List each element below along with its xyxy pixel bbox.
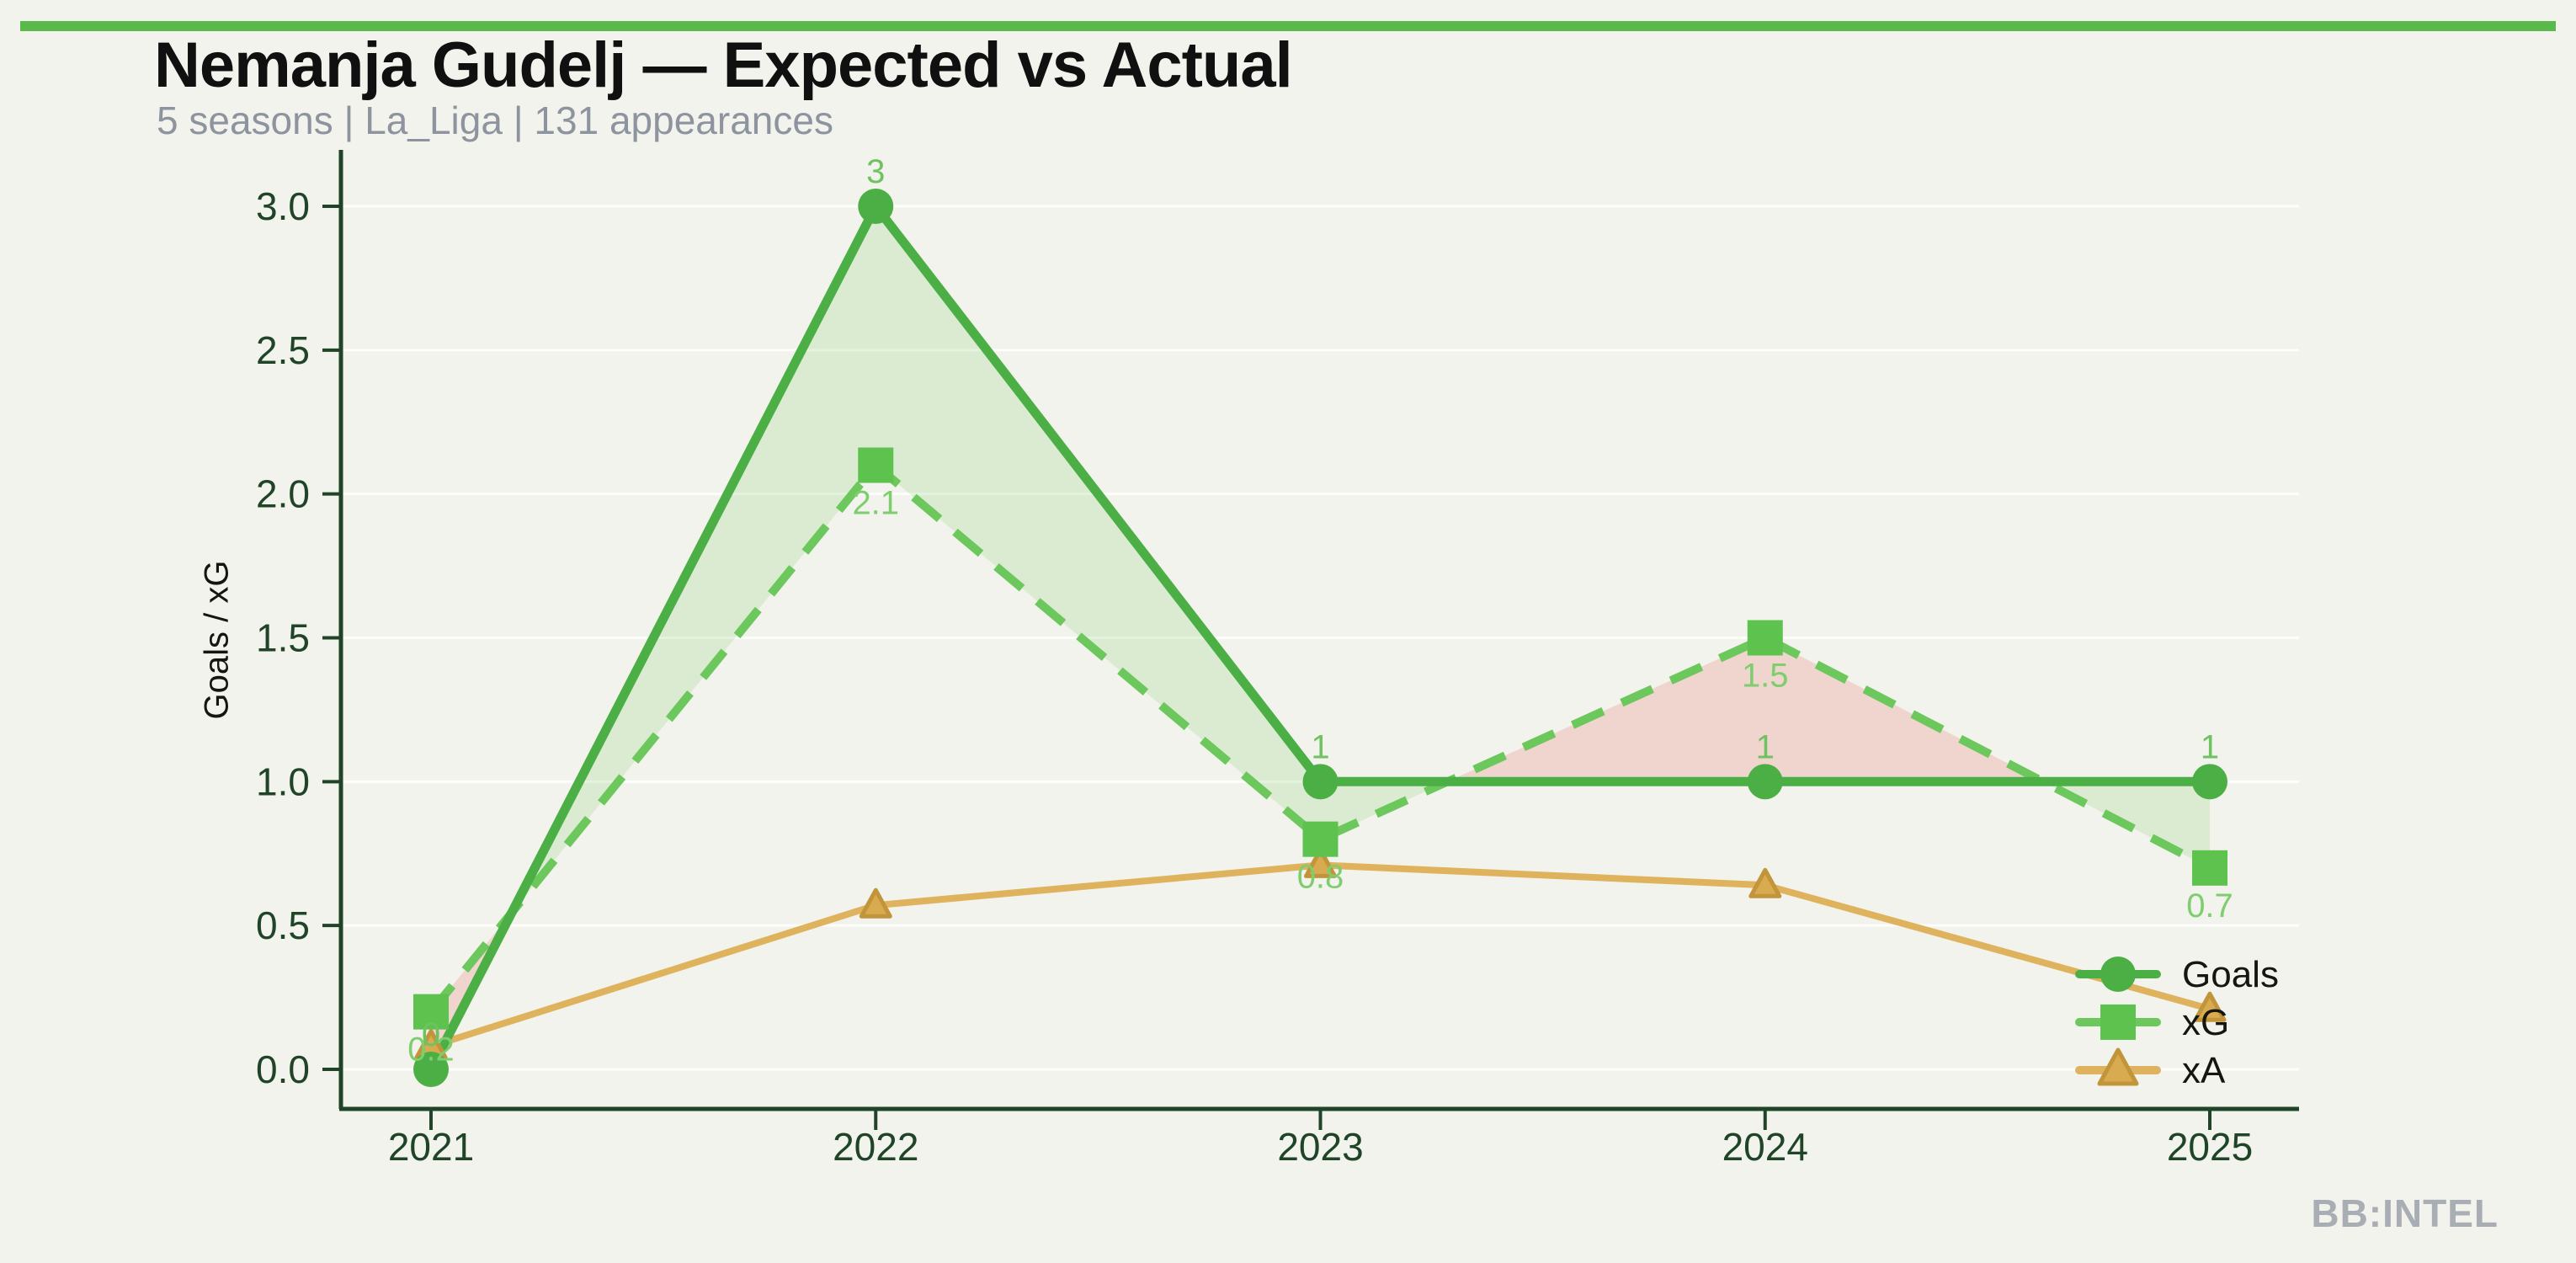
xg-marker	[1302, 821, 1339, 857]
chart-subtitle: 5 seasons | La_Liga | 131 appearances	[157, 99, 833, 142]
xg-value-label: 2.1	[852, 484, 899, 521]
goals-marker	[1747, 764, 1783, 800]
accent-bar	[20, 21, 2556, 31]
legend-xa-triangle-icon	[2097, 1047, 2139, 1086]
xg-marker	[2192, 850, 2227, 886]
xa-marker	[1304, 847, 1337, 878]
goals-marker	[2192, 764, 2227, 800]
goals-value-label: 1	[2201, 728, 2219, 765]
xa-marker	[859, 887, 892, 919]
xg-marker	[413, 994, 449, 1030]
goals-value-label: 3	[866, 153, 885, 190]
y-tick-label: 0.5	[256, 903, 310, 947]
y-tick-label: 0.0	[256, 1047, 310, 1091]
legend-label: xA	[2182, 1050, 2226, 1091]
goals-marker	[1302, 764, 1339, 800]
overperformance-fill	[876, 206, 1321, 839]
y-tick-label: 1.5	[256, 616, 310, 659]
y-tick-label: 1.0	[256, 759, 310, 803]
x-tick-label: 2021	[388, 1125, 474, 1169]
xg-value-label: 0.7	[2186, 887, 2233, 925]
goals-value-label: 0	[422, 1016, 440, 1053]
underperformance-fill	[1764, 637, 2043, 782]
goals-value-label: 1	[1756, 728, 1775, 765]
y-tick-label: 3.0	[256, 184, 310, 228]
xg-value-label: 0.8	[1297, 859, 1344, 896]
watermark: BB:INTEL	[2311, 1191, 2499, 1235]
x-tick-label: 2023	[1277, 1125, 1363, 1169]
y-tick-label: 2.5	[256, 328, 310, 372]
legend-goals-circle-icon	[2100, 957, 2136, 992]
xa-marker	[2193, 991, 2227, 1022]
xg-marker	[1747, 620, 1783, 656]
chart-title: Nemanja Gudelj — Expected vs Actual	[154, 29, 1293, 101]
goals-value-label: 1	[1311, 728, 1329, 765]
legend-xg-square-icon	[2100, 1005, 2136, 1040]
xg-marker	[858, 447, 894, 483]
xg-value-label: 0.2	[407, 1031, 455, 1068]
legend-label: xG	[2182, 1002, 2229, 1043]
x-tick-label: 2024	[1722, 1125, 1808, 1169]
xa-marker	[1748, 867, 1782, 898]
x-tick-label: 2022	[833, 1125, 918, 1169]
goals-marker	[413, 1052, 449, 1087]
x-tick-label: 2025	[2167, 1125, 2253, 1169]
legend-label: Goals	[2182, 954, 2279, 995]
goals-marker	[858, 188, 894, 224]
xg-line	[428, 461, 2212, 1015]
xg-value-label: 1.5	[1742, 657, 1789, 694]
y-tick-label: 2.0	[256, 472, 310, 516]
